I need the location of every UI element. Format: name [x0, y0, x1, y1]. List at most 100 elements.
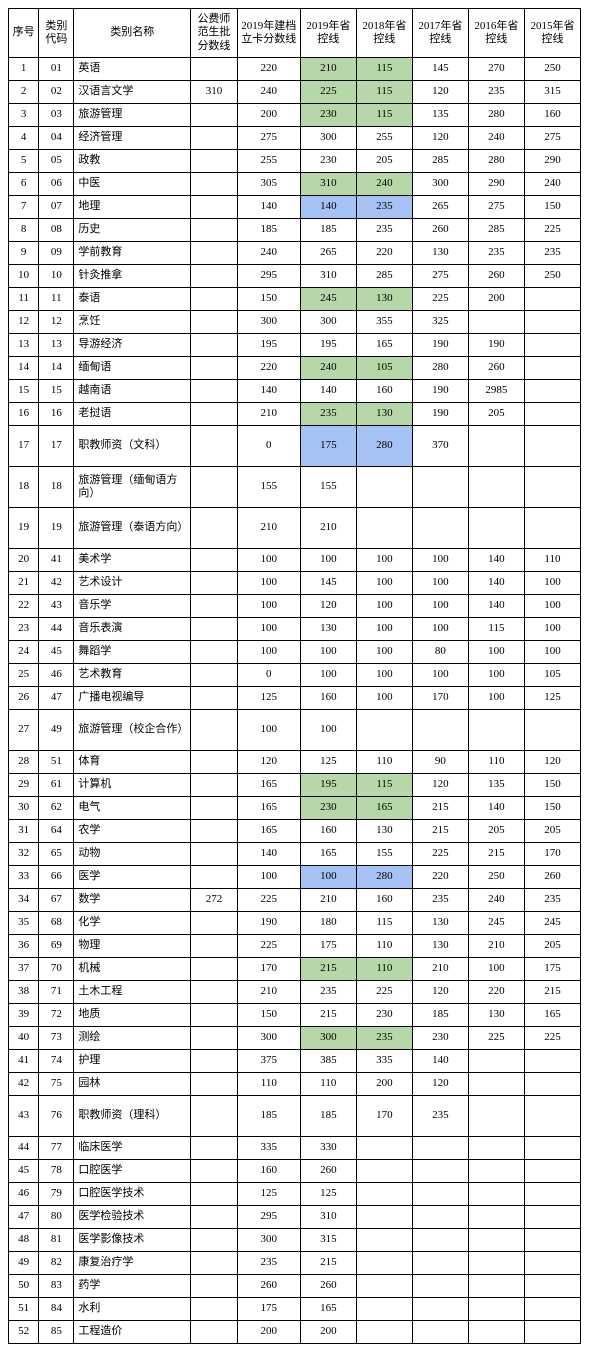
cell-code: 49 [39, 710, 74, 751]
cell-fee [191, 196, 238, 219]
cell-y2019a: 160 [237, 1160, 300, 1183]
cell-code: 42 [39, 572, 74, 595]
cell-seq: 8 [9, 219, 39, 242]
cell-seq: 33 [9, 866, 39, 889]
cell-y2018: 205 [356, 150, 412, 173]
cell-seq: 1 [9, 58, 39, 81]
cell-seq: 46 [9, 1183, 39, 1206]
table-row: 5083药学260260 [9, 1275, 581, 1298]
cell-y2019: 160 [300, 687, 356, 710]
cell-fee [191, 751, 238, 774]
cell-y2017: 185 [412, 1004, 468, 1027]
cell-y2018: 100 [356, 618, 412, 641]
cell-seq: 11 [9, 288, 39, 311]
cell-seq: 5 [9, 150, 39, 173]
score-line-table: 序号 类别代码 类别名称 公费师范生批分数线 2019年建档立卡分数线 2019… [8, 8, 581, 1344]
cell-name: 临床医学 [74, 1137, 191, 1160]
cell-y2016: 260 [468, 265, 524, 288]
cell-y2018 [356, 508, 412, 549]
table-row: 3164农学165160130215205205 [9, 820, 581, 843]
cell-name: 音乐表演 [74, 618, 191, 641]
cell-code: 51 [39, 751, 74, 774]
cell-y2018 [356, 1298, 412, 1321]
cell-y2019a: 140 [237, 196, 300, 219]
cell-code: 10 [39, 265, 74, 288]
cell-y2015: 205 [524, 935, 580, 958]
cell-y2019: 310 [300, 173, 356, 196]
cell-seq: 28 [9, 751, 39, 774]
header-y2015: 2015年省控线 [524, 9, 580, 58]
cell-name: 测绘 [74, 1027, 191, 1050]
cell-fee [191, 467, 238, 508]
cell-y2019: 125 [300, 1183, 356, 1206]
cell-name: 职教师资（理科） [74, 1096, 191, 1137]
cell-y2019a: 190 [237, 912, 300, 935]
cell-name: 烹饪 [74, 311, 191, 334]
cell-y2018: 235 [356, 196, 412, 219]
cell-y2019: 165 [300, 1298, 356, 1321]
cell-y2015 [524, 403, 580, 426]
cell-y2018: 105 [356, 357, 412, 380]
table-row: 303旅游管理200230115135280160 [9, 104, 581, 127]
cell-fee [191, 219, 238, 242]
header-seq: 序号 [9, 9, 39, 58]
cell-y2016: 135 [468, 774, 524, 797]
cell-y2019: 230 [300, 150, 356, 173]
cell-fee [191, 173, 238, 196]
table-row: 4982康复治疗学235215 [9, 1252, 581, 1275]
table-row: 202汉语言文学310240225115120235315 [9, 81, 581, 104]
cell-fee: 310 [191, 81, 238, 104]
cell-name: 电气 [74, 797, 191, 820]
cell-y2016: 270 [468, 58, 524, 81]
cell-y2018 [356, 1206, 412, 1229]
cell-fee [191, 1298, 238, 1321]
cell-code: 62 [39, 797, 74, 820]
cell-y2018: 110 [356, 958, 412, 981]
cell-y2019a: 140 [237, 380, 300, 403]
table-row: 4376职教师资（理科）185185170235 [9, 1096, 581, 1137]
cell-y2018: 240 [356, 173, 412, 196]
cell-code: 17 [39, 426, 74, 467]
table-row: 3062电气165230165215140150 [9, 797, 581, 820]
cell-y2017: 230 [412, 1027, 468, 1050]
cell-y2015 [524, 1298, 580, 1321]
cell-y2015: 165 [524, 1004, 580, 1027]
cell-y2017: 130 [412, 912, 468, 935]
cell-name: 医学 [74, 866, 191, 889]
cell-y2019: 240 [300, 357, 356, 380]
cell-y2016 [468, 1096, 524, 1137]
cell-y2015: 250 [524, 58, 580, 81]
cell-y2018 [356, 1321, 412, 1344]
cell-y2017 [412, 1275, 468, 1298]
cell-seq: 32 [9, 843, 39, 866]
cell-y2017 [412, 710, 468, 751]
cell-fee [191, 843, 238, 866]
cell-y2018: 130 [356, 288, 412, 311]
cell-y2015 [524, 1275, 580, 1298]
cell-name: 工程造价 [74, 1321, 191, 1344]
cell-y2015: 125 [524, 687, 580, 710]
cell-y2019a: 300 [237, 1229, 300, 1252]
cell-code: 06 [39, 173, 74, 196]
header-fee: 公费师范生批分数线 [191, 9, 238, 58]
cell-y2019: 235 [300, 981, 356, 1004]
cell-fee [191, 549, 238, 572]
table-row: 1414缅甸语220240105280260 [9, 357, 581, 380]
cell-fee [191, 687, 238, 710]
cell-y2016 [468, 1275, 524, 1298]
cell-fee [191, 820, 238, 843]
cell-seq: 27 [9, 710, 39, 751]
cell-y2018 [356, 1183, 412, 1206]
cell-name: 土木工程 [74, 981, 191, 1004]
cell-seq: 36 [9, 935, 39, 958]
cell-y2019: 100 [300, 641, 356, 664]
cell-y2019: 185 [300, 219, 356, 242]
cell-code: 12 [39, 311, 74, 334]
cell-y2017 [412, 1160, 468, 1183]
cell-y2017 [412, 1206, 468, 1229]
table-row: 2961计算机165195115120135150 [9, 774, 581, 797]
cell-name: 汉语言文学 [74, 81, 191, 104]
cell-fee [191, 641, 238, 664]
cell-code: 65 [39, 843, 74, 866]
cell-y2019a: 240 [237, 242, 300, 265]
